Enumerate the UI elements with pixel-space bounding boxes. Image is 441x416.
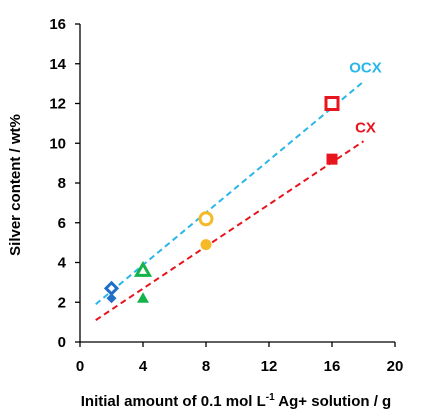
y-tick-label: 14 (49, 56, 66, 73)
x-tick-label: 16 (324, 358, 341, 375)
x-tick-label: 12 (261, 358, 278, 375)
data-point-circle-filled (200, 239, 212, 251)
x-axis-label-main: Initial amount of 0.1 mol L (81, 393, 266, 410)
y-tick-label: 8 (58, 175, 66, 192)
x-axis-label: Initial amount of 0.1 mol L-1 Ag+ soluti… (81, 392, 391, 410)
fit-lines: OCX CX (95, 60, 382, 321)
x-axis-label-superscript: -1 (266, 392, 275, 403)
data-point-triangle-filled (137, 292, 149, 303)
y-tick-label: 4 (58, 255, 67, 272)
fit-line-ocx (95, 80, 365, 306)
data-point-diamond-filled (106, 293, 117, 304)
y-tick-label: 0 (58, 334, 66, 351)
x-tick-label: 20 (387, 358, 404, 375)
y-tick-label: 16 (49, 16, 66, 33)
y-tick-label: 6 (58, 215, 66, 232)
data-point-square-open (324, 96, 340, 111)
data-point-square-filled (326, 153, 338, 165)
y-tick-label: 10 (49, 135, 66, 152)
fit-label-ocx: OCX (349, 60, 382, 77)
data-point-triangle-open (133, 260, 153, 277)
y-tick-label: 12 (49, 96, 66, 113)
fit-label-cx: CX (355, 119, 376, 136)
x-tick-label: 0 (76, 358, 84, 375)
y-tick-label: 2 (58, 294, 66, 311)
fit-line-cx (95, 140, 365, 321)
x-tick-label: 8 (202, 358, 210, 375)
x-axis-label-tail: Ag+ solution / g (275, 393, 392, 410)
y-axis-label: Silver content / wt% (7, 114, 24, 256)
data-point-circle-open (198, 211, 214, 227)
axes: 0 2 4 6 8 10 12 14 16 0 4 8 12 16 20 (49, 16, 403, 375)
x-tick-label: 4 (139, 358, 148, 375)
data-point-diamond-open (103, 280, 120, 296)
data-points (103, 96, 340, 304)
